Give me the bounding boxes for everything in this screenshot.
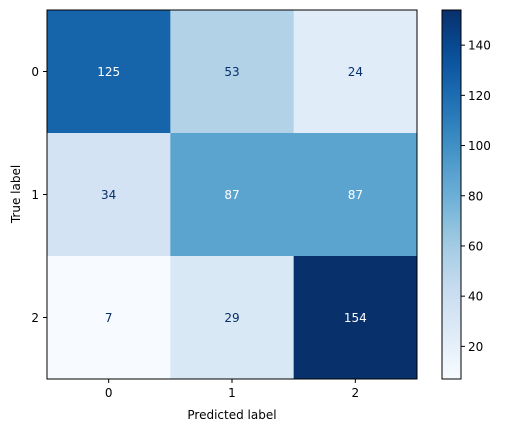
heatmap-cell bbox=[293, 10, 418, 134]
cell-value-label: 29 bbox=[224, 311, 239, 325]
colorbar-ticks: 20 40 60 80 100 120 140 bbox=[461, 39, 491, 354]
x-tick-label: 1 bbox=[228, 386, 236, 400]
heatmap-cell bbox=[293, 133, 418, 257]
colorbar-tick-label: 140 bbox=[468, 39, 491, 53]
colorbar-tick-label: 100 bbox=[468, 139, 491, 153]
heatmap-cell bbox=[170, 10, 295, 134]
y-tick-label: 0 bbox=[31, 65, 39, 79]
y-tick-label: 1 bbox=[31, 188, 39, 202]
cell-value-label: 125 bbox=[97, 65, 120, 79]
heatmap-cell bbox=[47, 256, 171, 380]
colorbar-tick-label: 80 bbox=[468, 189, 483, 203]
colorbar-tick-label: 20 bbox=[468, 340, 483, 354]
cell-value-label: 7 bbox=[105, 311, 113, 325]
x-axis-ticks: 0 1 2 bbox=[105, 379, 359, 400]
cell-value-label: 34 bbox=[101, 188, 116, 202]
heatmap-cell bbox=[47, 133, 171, 257]
x-tick-label: 0 bbox=[105, 386, 113, 400]
cell-value-label: 87 bbox=[224, 188, 239, 202]
heatmap-cell bbox=[47, 10, 171, 134]
colorbar-tick-label: 60 bbox=[468, 239, 483, 253]
heatmap-cells: 125 53 24 34 87 87 7 29 154 bbox=[47, 10, 418, 380]
heatmap-cell bbox=[170, 133, 295, 257]
x-tick-label: 2 bbox=[352, 386, 360, 400]
heatmap-cell bbox=[170, 256, 295, 380]
colorbar-tick-label: 40 bbox=[468, 290, 483, 304]
colorbar bbox=[441, 9, 462, 380]
cell-value-label: 24 bbox=[348, 65, 363, 79]
cell-value-label: 87 bbox=[348, 188, 363, 202]
heatmap-cell bbox=[293, 256, 418, 380]
x-axis-label: Predicted label bbox=[187, 408, 276, 422]
cell-value-label: 154 bbox=[344, 311, 367, 325]
y-axis-label: True label bbox=[9, 165, 23, 224]
y-tick-label: 2 bbox=[31, 311, 39, 325]
y-axis-ticks: 0 1 2 bbox=[31, 65, 47, 325]
cell-value-label: 53 bbox=[224, 65, 239, 79]
colorbar-tick-label: 120 bbox=[468, 89, 491, 103]
